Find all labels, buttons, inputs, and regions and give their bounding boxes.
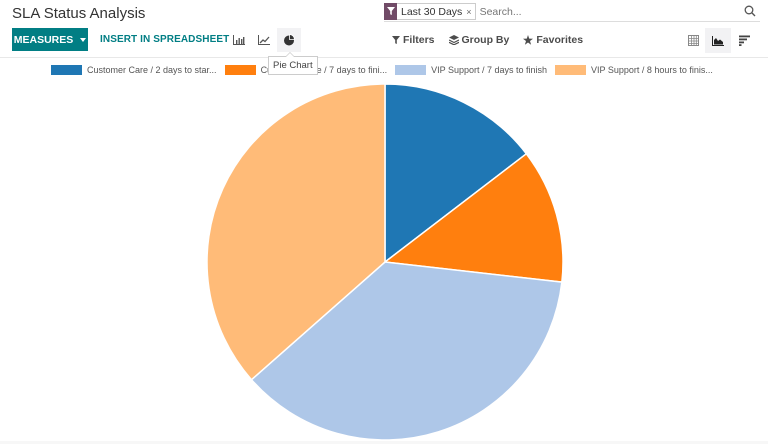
legend-label: VIP Support / 7 days to finish xyxy=(431,65,548,75)
pivot-view-button[interactable] xyxy=(680,28,706,53)
area-chart-icon xyxy=(712,35,724,46)
legend-item[interactable]: Customer Care / 2 days to star... xyxy=(51,65,217,75)
page-title: SLA Status Analysis xyxy=(12,5,146,22)
line-chart-button[interactable] xyxy=(252,28,276,52)
legend-item[interactable]: VIP Support / 8 hours to finis... xyxy=(555,65,713,75)
group-by-label: Group By xyxy=(461,34,510,46)
filter-facet: Last 30 Days × xyxy=(384,2,476,20)
filters-button[interactable]: Filters xyxy=(392,34,435,46)
legend-label: Customer Care / 7 days to fini... xyxy=(260,65,388,75)
cohort-view-button[interactable] xyxy=(731,28,757,53)
legend-label: VIP Support / 8 hours to finis... xyxy=(591,65,713,75)
legend-label: Customer Care / 2 days to star... xyxy=(87,65,217,75)
legend-swatch xyxy=(51,65,82,75)
favorites-label: Favorites xyxy=(536,34,584,46)
insert-spreadsheet-button[interactable]: INSERT IN SPREADSHEET xyxy=(100,34,230,45)
bottom-edge xyxy=(0,441,768,444)
pie-slice[interactable] xyxy=(384,83,528,264)
graph-view-button[interactable] xyxy=(705,28,731,53)
legend-swatch xyxy=(555,65,587,75)
chart-legend: Customer Care / 2 days to star... Custom… xyxy=(51,65,721,75)
caret-down-icon xyxy=(80,37,87,42)
measures-button[interactable]: MEASURES xyxy=(12,28,88,51)
search-panel-buttons: Filters Group By Favorites xyxy=(392,34,583,46)
legend-item[interactable]: VIP Support / 7 days to finish xyxy=(395,65,547,75)
legend-item[interactable]: Customer Care / 7 days to fini... xyxy=(224,65,388,75)
favorites-button[interactable]: Favorites xyxy=(523,34,583,46)
filter-icon xyxy=(384,2,397,20)
star-icon xyxy=(523,35,534,45)
layers-icon xyxy=(448,35,459,45)
line-chart-icon xyxy=(258,35,270,45)
pie-slice[interactable] xyxy=(383,152,564,283)
cohort-bars-icon xyxy=(738,35,750,46)
bar-chart-button[interactable] xyxy=(227,28,251,52)
pie-slice[interactable] xyxy=(206,83,386,381)
pie-slice[interactable] xyxy=(250,261,563,441)
facet-remove-button[interactable]: × xyxy=(466,6,472,17)
group-by-button[interactable]: Group By xyxy=(448,34,510,46)
pie-chart-button[interactable] xyxy=(277,28,301,52)
pie-chart-tooltip: Pie Chart xyxy=(268,52,318,75)
search-input[interactable] xyxy=(479,5,760,18)
filter-icon xyxy=(392,36,400,44)
filters-label: Filters xyxy=(403,34,435,46)
search-icon[interactable] xyxy=(744,4,756,17)
measures-label: MEASURES xyxy=(13,33,74,46)
legend-swatch xyxy=(224,65,256,75)
search-bar: Last 30 Days × xyxy=(384,2,760,22)
control-panel-divider xyxy=(0,57,768,58)
facet-label: Last 30 Days xyxy=(401,5,463,18)
pivot-table-icon xyxy=(687,35,699,46)
legend-swatch xyxy=(395,65,427,75)
bar-chart-icon xyxy=(233,35,245,45)
pie-chart-icon xyxy=(284,34,295,46)
